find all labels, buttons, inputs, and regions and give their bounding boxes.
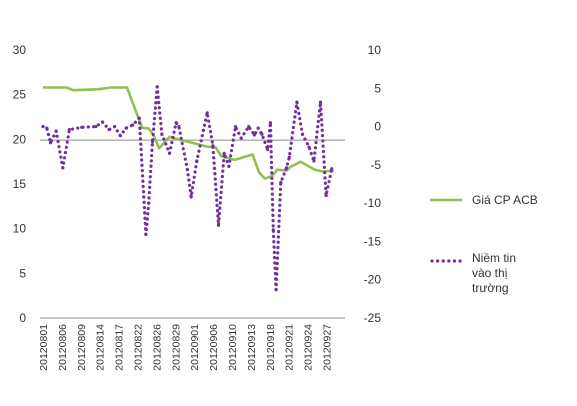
left-axis-tick-label: 10 xyxy=(13,222,27,236)
x-axis-tick-label: 20120921 xyxy=(284,324,296,371)
series-point xyxy=(252,133,256,137)
series-point xyxy=(61,166,65,170)
x-axis-tick-label: 20120814 xyxy=(95,324,107,371)
x-axis-tick-label: 20120901 xyxy=(189,324,201,371)
series-point xyxy=(271,228,275,232)
series-point xyxy=(295,100,299,104)
series-point xyxy=(279,180,283,185)
series-point xyxy=(287,155,291,159)
series-point xyxy=(160,132,164,136)
x-axis-tick-label: 20120906 xyxy=(208,324,220,371)
x-axis-tick-label: 20120809 xyxy=(76,324,88,371)
series-point xyxy=(100,120,105,124)
series-point xyxy=(211,144,215,148)
x-axis-tick-label: 20120913 xyxy=(246,324,258,371)
left-axis-tick-label: 15 xyxy=(13,177,27,191)
x-axis-tick-label: 20120829 xyxy=(170,324,182,371)
right-axis-tick-label: -20 xyxy=(364,273,382,287)
right-axis-tick-label: 0 xyxy=(374,120,381,134)
series-point xyxy=(227,164,231,168)
right-axis-tick-label: -10 xyxy=(364,196,382,210)
series-point xyxy=(312,159,316,163)
left-axis-tick-label: 0 xyxy=(19,311,26,325)
legend-label: Niềm tin xyxy=(472,251,516,265)
x-axis-tick-label: 20120826 xyxy=(151,324,163,371)
left-axis-tick-label: 20 xyxy=(13,132,27,146)
series-point xyxy=(239,136,243,140)
right-axis-tick-label: 10 xyxy=(368,43,382,57)
series-point xyxy=(48,141,53,145)
series-point xyxy=(113,125,117,129)
series-point xyxy=(54,129,58,133)
series-point xyxy=(185,167,189,172)
series-point xyxy=(144,232,148,237)
series-point xyxy=(174,121,178,125)
x-axis-tick-label: 20120918 xyxy=(265,324,277,371)
series-line-0 xyxy=(43,86,334,180)
series-point xyxy=(118,134,122,138)
right-axis-tick-label: -25 xyxy=(364,311,382,325)
series-point xyxy=(216,223,221,227)
left-axis-tick-label: 30 xyxy=(13,43,27,57)
series-point xyxy=(195,159,199,163)
series-point xyxy=(124,126,128,130)
series-point xyxy=(307,145,311,149)
x-axis-tick-label: 20120924 xyxy=(303,324,315,371)
x-axis-tick-label: 20120817 xyxy=(114,324,126,371)
x-axis-tick-label: 20120806 xyxy=(57,324,69,371)
series-point xyxy=(205,111,209,115)
series-point xyxy=(274,288,278,292)
series-point xyxy=(201,128,205,132)
axes-layer xyxy=(40,139,345,319)
series-point xyxy=(330,167,334,171)
labels-layer: 0 5 10 15 20 25 30 -25 -20 -15 -10 -5 0 5 10 20120801 20… xyxy=(13,43,382,371)
right-axis-tick-label: -15 xyxy=(364,234,382,248)
series-point xyxy=(318,100,323,104)
series-point xyxy=(300,132,305,136)
legend-label: Giá CP ACB xyxy=(472,193,538,207)
series-point xyxy=(94,125,98,129)
series-point xyxy=(167,151,172,155)
legend-label: vào thị xyxy=(472,266,507,280)
series-point xyxy=(266,147,270,152)
series-point xyxy=(256,126,260,130)
x-axis-tick-label: 20120910 xyxy=(227,324,239,371)
series-point xyxy=(41,125,45,129)
series-point xyxy=(155,85,159,89)
series-point xyxy=(45,126,49,130)
series-point xyxy=(107,128,111,132)
series-point xyxy=(177,125,181,129)
left-axis-tick-label: 5 xyxy=(19,266,26,280)
series-point xyxy=(67,128,71,132)
series-line-1 xyxy=(41,85,334,292)
series-point xyxy=(260,132,264,136)
series-layer xyxy=(41,85,334,292)
series-point xyxy=(222,151,226,155)
series-point xyxy=(233,125,238,129)
series-point xyxy=(147,201,151,205)
series-point xyxy=(268,121,272,125)
series-point xyxy=(189,195,193,199)
series-point xyxy=(284,166,289,170)
x-axis-tick-label: 20120822 xyxy=(133,324,145,371)
series-point xyxy=(131,123,135,127)
right-axis-tick-label: 5 xyxy=(374,81,381,95)
x-axis-tick-label: 20120801 xyxy=(38,324,50,371)
legend-label: trường xyxy=(472,281,509,295)
series-point xyxy=(247,125,251,129)
series-point xyxy=(150,140,155,144)
left-axis-tick-label: 25 xyxy=(13,88,27,102)
series-point xyxy=(137,116,141,120)
series-point xyxy=(80,125,84,129)
series-point xyxy=(324,193,328,198)
x-axis-tick-label: 20120927 xyxy=(322,324,334,371)
right-axis-tick-label: -5 xyxy=(370,158,381,172)
